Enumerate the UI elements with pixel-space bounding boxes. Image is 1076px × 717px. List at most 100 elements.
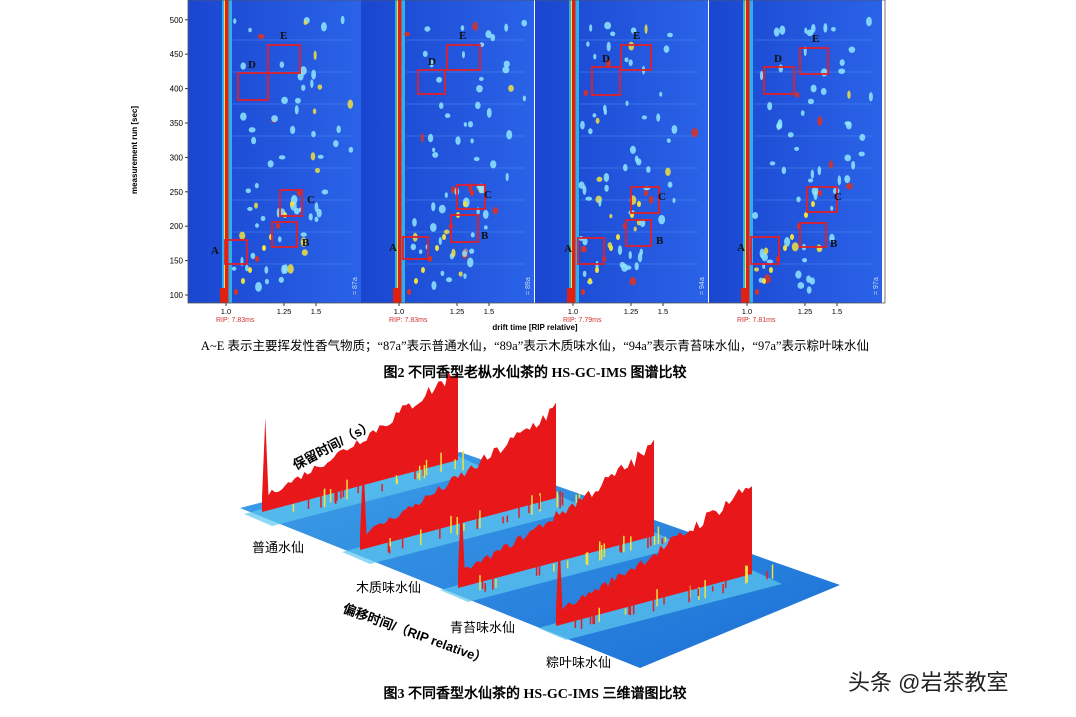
spot <box>240 62 247 70</box>
rip-edge <box>397 0 398 303</box>
x-tick-label: 1.0 <box>742 307 752 316</box>
figure-note: A~E 表示主要挥发性香气物质；“87a”表示普通水仙，“89a”表示木质味水仙… <box>201 338 869 353</box>
spot <box>791 242 799 252</box>
spot <box>802 258 808 263</box>
spot <box>255 223 260 228</box>
reactant <box>393 288 399 303</box>
spot <box>610 31 616 37</box>
spot <box>412 218 417 227</box>
spot <box>781 166 787 175</box>
reactant <box>567 288 573 303</box>
sample-label: 粽叶味水仙 <box>546 655 611 670</box>
figure-2: 100 150 200 250 300 350 400 450 500 measurement r… <box>130 0 886 332</box>
spot <box>248 127 256 133</box>
spot <box>476 85 483 93</box>
spot <box>784 237 791 247</box>
spot <box>429 59 434 68</box>
spot <box>595 117 600 124</box>
sample-label: 木质味水仙 <box>356 580 421 595</box>
spot <box>308 213 313 221</box>
region-label: A <box>564 243 572 255</box>
spot <box>482 209 489 219</box>
reactant <box>741 288 747 303</box>
spot <box>581 289 585 295</box>
spot <box>820 87 827 95</box>
spot <box>767 101 773 111</box>
rip-line <box>398 0 402 303</box>
spot <box>646 166 651 173</box>
heatmap <box>709 0 882 303</box>
spot <box>262 245 266 251</box>
spot <box>807 98 814 105</box>
region-label: C <box>484 189 492 201</box>
figure-caption: 图2 不同香型老枞水仙茶的 HS-GC-IMS 图谱比较 <box>384 364 687 381</box>
spot <box>247 206 253 212</box>
spot <box>868 92 873 102</box>
region-box <box>456 184 486 210</box>
ims-panel: = 94a 1.0 1.25 1.5 RIP: 7.79ms A B C D E <box>535 0 708 324</box>
spot <box>432 152 439 158</box>
spot <box>811 186 819 196</box>
spot <box>440 270 445 277</box>
spot <box>839 59 845 67</box>
spot <box>811 201 815 207</box>
spot <box>470 138 474 144</box>
spot <box>320 22 327 32</box>
sample-label: = 97a <box>873 277 880 295</box>
spot <box>435 245 439 251</box>
spot <box>763 247 769 255</box>
spot <box>418 249 423 255</box>
spot <box>303 20 308 25</box>
y-tick-label: 400 <box>170 85 184 94</box>
spot <box>639 218 646 228</box>
spot <box>665 167 671 177</box>
spot <box>761 253 768 262</box>
spot <box>316 208 322 218</box>
region-label: A <box>737 242 745 254</box>
spot <box>593 53 597 60</box>
spot <box>604 21 612 30</box>
spot <box>314 202 319 212</box>
spot <box>347 99 354 109</box>
spot <box>313 50 317 60</box>
spot <box>407 289 411 295</box>
spot <box>311 69 317 80</box>
spot <box>806 286 812 294</box>
spot <box>810 169 815 179</box>
y-tick-label: 200 <box>170 222 184 231</box>
y-axis-label: measurement run [sec] <box>130 106 139 194</box>
y-tick-label: 250 <box>170 188 184 197</box>
spot <box>245 264 249 272</box>
sample-label: = 89a <box>525 277 532 295</box>
spot <box>422 50 428 58</box>
spot <box>603 172 610 183</box>
region-label: B <box>481 230 489 242</box>
spot <box>810 84 817 93</box>
spot <box>845 121 852 130</box>
x-tick-label: 1.5 <box>484 307 494 316</box>
spot <box>752 212 759 219</box>
spot <box>428 256 432 262</box>
region-label: E <box>812 33 819 45</box>
heatmap <box>188 0 361 303</box>
spot <box>773 27 780 37</box>
spot <box>278 236 282 243</box>
spot <box>603 109 608 115</box>
spot <box>403 31 411 37</box>
region-label: E <box>280 30 287 42</box>
region-label: E <box>459 30 466 42</box>
x-axis-label: drift time [RIP relative] <box>492 323 578 332</box>
spot <box>264 266 269 274</box>
spot <box>301 84 306 91</box>
spot <box>297 190 301 196</box>
spot <box>248 267 252 273</box>
spot <box>589 24 593 32</box>
spot <box>779 25 786 35</box>
spot <box>483 225 488 230</box>
region-label: C <box>658 191 666 203</box>
spot <box>505 172 509 182</box>
sample-label: 普通水仙 <box>252 540 304 555</box>
spot <box>648 195 654 205</box>
spot <box>616 234 620 240</box>
spot <box>473 156 480 162</box>
